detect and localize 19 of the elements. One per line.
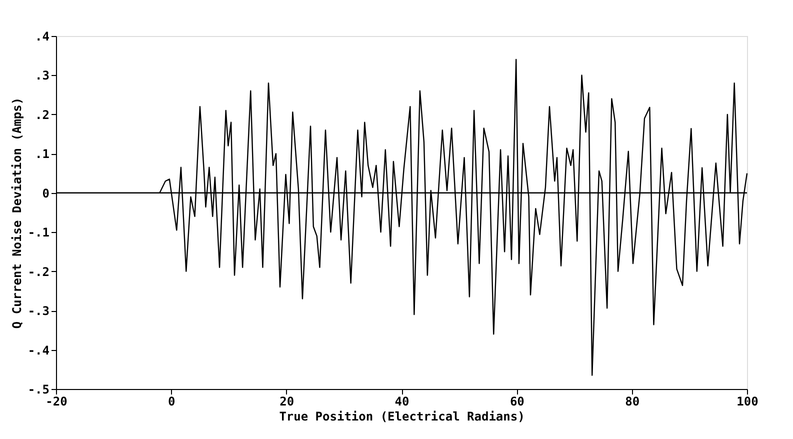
y-tick-label: -.4	[28, 343, 50, 358]
x-tick-label: 0	[168, 394, 176, 408]
x-tick-label: 100	[736, 394, 758, 408]
y-tick-label: .3	[35, 68, 50, 83]
y-tick-label: -.1	[28, 226, 50, 240]
x-axis-title: True Position (Electrical Radians)	[279, 410, 525, 424]
y-tick-label: .1	[35, 147, 50, 162]
x-tick-label: 80	[625, 394, 640, 408]
y-axis-title: Q Current Noise Deviation (Amps)	[10, 97, 24, 329]
x-tick-label: -20	[46, 394, 68, 408]
y-tick-label: -.5	[28, 382, 50, 396]
x-tick-label: 20	[280, 394, 294, 408]
x-tick-label: 40	[394, 394, 410, 408]
y-tick-label: -.2	[28, 264, 50, 279]
y-tick-label: .2	[35, 108, 50, 122]
y-tick-label: 0	[42, 186, 50, 200]
y-tick-label: -.3	[28, 304, 50, 318]
x-tick-label: 60	[510, 394, 524, 408]
y-tick-label: .4	[35, 30, 50, 44]
